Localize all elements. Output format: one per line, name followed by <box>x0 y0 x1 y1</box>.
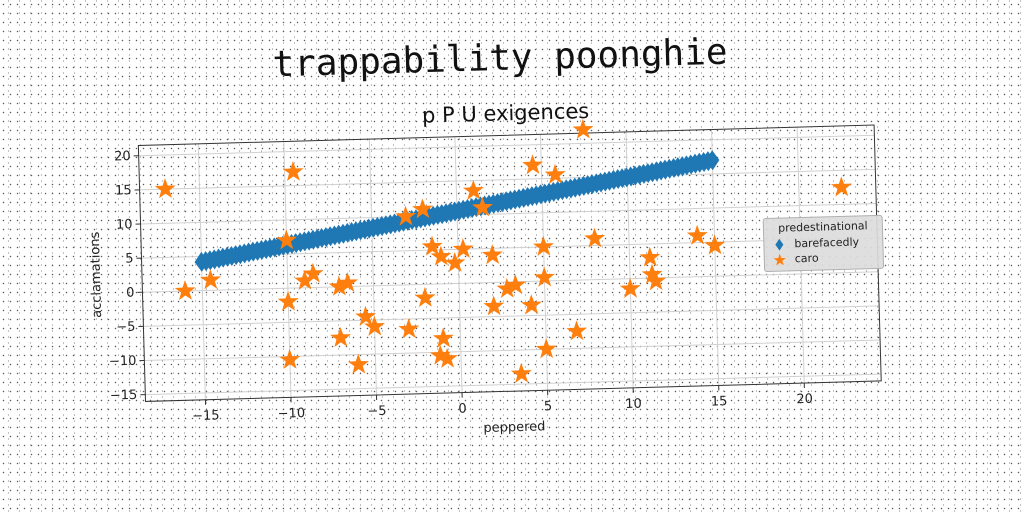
star-point <box>566 320 588 341</box>
star-point <box>831 176 852 197</box>
star-point <box>328 275 350 296</box>
grid-line-y <box>145 373 882 396</box>
star-point <box>302 262 324 283</box>
star-point <box>462 179 484 200</box>
star-point <box>520 294 542 315</box>
star-point <box>355 305 377 326</box>
star-point <box>533 266 555 287</box>
legend-title: predestinational <box>778 219 868 235</box>
x-tick-label: −15 <box>192 408 220 424</box>
grid-line-y <box>139 168 876 191</box>
star-point <box>496 277 518 298</box>
grid-line-x <box>368 139 377 396</box>
star-point <box>522 154 544 175</box>
legend-label-caro: caro <box>794 251 819 266</box>
x-tick-label: 10 <box>625 397 642 412</box>
star-point <box>533 235 554 256</box>
legend-label-barefacedly: barefacedly <box>794 235 860 251</box>
star-point <box>282 160 304 182</box>
legend: predestinational barefacedly caro <box>762 214 885 273</box>
x-tick-label: 15 <box>711 394 728 409</box>
star-point <box>277 290 299 311</box>
legend-item-caro: caro <box>771 249 877 267</box>
y-tick-label: 10 <box>116 217 133 232</box>
scatter-chart: −15 −10 −5 0 5 10 15 20 −15 −10 −5 0 5 10 15 20 peppered… <box>88 118 882 436</box>
star-point <box>436 347 458 368</box>
grid-line-y <box>144 339 881 362</box>
grid-line-y <box>140 202 877 225</box>
star-point <box>481 244 503 265</box>
star-point <box>395 205 417 226</box>
star-point <box>504 274 526 295</box>
star-point <box>572 118 594 139</box>
star-point <box>452 238 474 259</box>
y-tick-label: 20 <box>114 149 131 164</box>
star-point <box>279 348 301 369</box>
star-point <box>414 287 436 308</box>
star-point <box>337 272 359 293</box>
star-point <box>444 252 466 273</box>
grid-line-y <box>138 134 875 157</box>
star-point <box>347 353 369 374</box>
y-axis-label: acclamations <box>88 231 105 318</box>
star-point <box>704 234 726 255</box>
star-point <box>421 235 443 256</box>
star-point <box>398 318 420 339</box>
chart-figure: p P U exigences −15 −10 −5 0 5 10 15 20 −15 −10 −5… <box>67 85 896 458</box>
grid-line-y <box>143 305 880 327</box>
star-point <box>619 277 641 298</box>
legend-diamond-marker <box>775 238 784 251</box>
star-point <box>174 280 196 301</box>
y-tick-label: −10 <box>109 354 137 370</box>
x-tick-label: −10 <box>277 406 305 422</box>
star-point <box>330 326 352 348</box>
star-point <box>544 163 566 184</box>
star-point <box>535 338 557 359</box>
star-point <box>364 315 385 336</box>
star-point <box>510 362 532 383</box>
y-tick-label: −5 <box>116 320 136 336</box>
star-point <box>472 196 493 217</box>
x-tick-label: −5 <box>367 404 387 420</box>
x-tick-label: 5 <box>544 399 553 414</box>
star-point <box>276 229 297 250</box>
y-tick-label: 15 <box>115 183 132 198</box>
star-point <box>639 246 661 267</box>
star-point <box>432 327 454 348</box>
star-point <box>584 227 606 248</box>
star-point <box>200 269 221 290</box>
y-tick-label: 0 <box>126 285 135 300</box>
star-point <box>483 295 505 316</box>
y-tick-label: 5 <box>125 251 134 266</box>
star-point <box>645 270 667 291</box>
x-axis-label: peppered <box>483 419 545 436</box>
star-point <box>294 269 316 290</box>
x-tick-label: 20 <box>796 392 813 407</box>
star-point <box>412 198 434 219</box>
x-tick-label: 0 <box>458 401 467 416</box>
y-tick-label: −15 <box>110 388 138 404</box>
star-point <box>686 224 708 245</box>
legend-star-marker <box>773 253 786 266</box>
grid-line-x <box>711 129 720 386</box>
star-point <box>154 178 176 199</box>
diamond-point <box>705 150 720 171</box>
legend-item-barefacedly: barefacedly <box>770 234 876 252</box>
page-title: trappability poonghie <box>271 31 729 86</box>
